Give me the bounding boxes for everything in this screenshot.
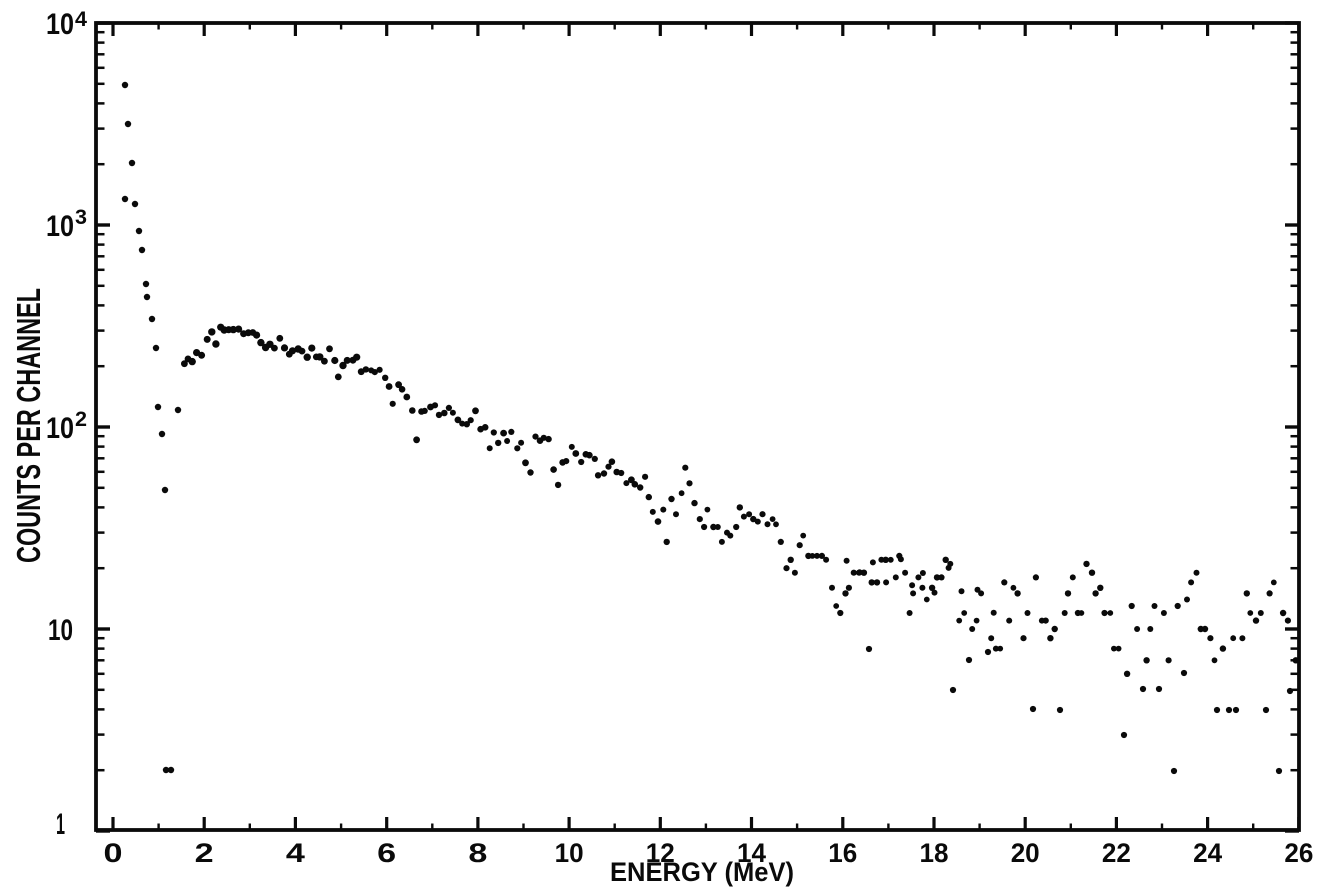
svg-text:24: 24 [1193, 838, 1222, 868]
svg-text:22: 22 [1102, 838, 1131, 868]
svg-text:12: 12 [646, 838, 675, 868]
svg-text:3: 3 [75, 206, 87, 229]
svg-text:18: 18 [920, 838, 949, 868]
svg-text:ENERGY (MeV): ENERGY (MeV) [610, 857, 794, 887]
svg-text:8: 8 [468, 838, 487, 868]
svg-text:10: 10 [46, 412, 74, 445]
svg-text:10: 10 [46, 210, 74, 243]
svg-text:20: 20 [1011, 838, 1040, 868]
svg-text:26: 26 [1284, 838, 1313, 868]
svg-text:0: 0 [104, 838, 123, 868]
svg-text:1: 1 [56, 808, 65, 841]
svg-text:10: 10 [46, 8, 74, 41]
svg-text:6: 6 [377, 838, 396, 868]
svg-text:10: 10 [555, 838, 584, 868]
svg-text:COUNTS PER CHANNEL: COUNTS PER CHANNEL [10, 288, 47, 563]
svg-text:10: 10 [48, 614, 73, 647]
svg-text:4: 4 [286, 838, 305, 868]
svg-text:16: 16 [828, 838, 857, 868]
svg-text:2: 2 [75, 408, 87, 431]
svg-text:14: 14 [737, 838, 766, 868]
svg-text:2: 2 [195, 838, 214, 868]
svg-text:4: 4 [75, 8, 87, 31]
